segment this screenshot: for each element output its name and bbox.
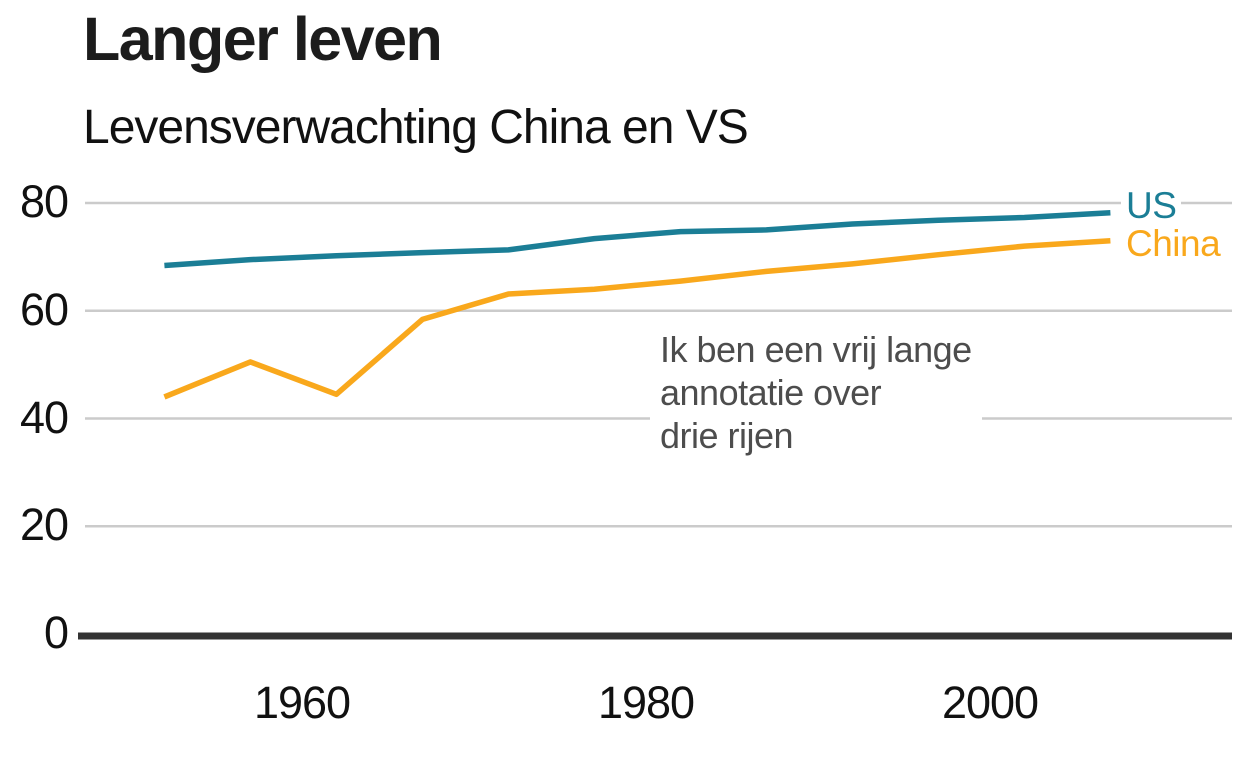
data-line-china <box>163 237 1111 400</box>
annotation-line-3: drie rijen <box>660 415 794 456</box>
chart-subtitle: Levensverwachting China en VS <box>83 101 749 154</box>
y-tick-label-20: 20 <box>19 499 69 551</box>
chart-annotation: Ik ben een vrij lange annotatie over dri… <box>650 326 982 461</box>
x-tick-label-1960: 1960 <box>253 677 351 728</box>
y-tick-label-40: 40 <box>19 391 69 443</box>
data-line-us <box>164 209 1111 269</box>
x-tick-label-2000: 2000 <box>941 677 1039 728</box>
y-tick-label-80: 80 <box>19 175 69 227</box>
series-label-us: US <box>1121 186 1182 226</box>
y-tick-label-60: 60 <box>19 283 69 335</box>
y-tick-label-0: 0 <box>43 606 69 658</box>
x-tick-label-1980: 1980 <box>597 677 695 728</box>
series-label-china: China <box>1121 224 1226 264</box>
chart-title: Langer leven <box>83 5 443 73</box>
annotation-line-1: Ik ben een vrij lange <box>660 329 972 370</box>
annotation-line-2: annotatie over <box>660 372 882 413</box>
